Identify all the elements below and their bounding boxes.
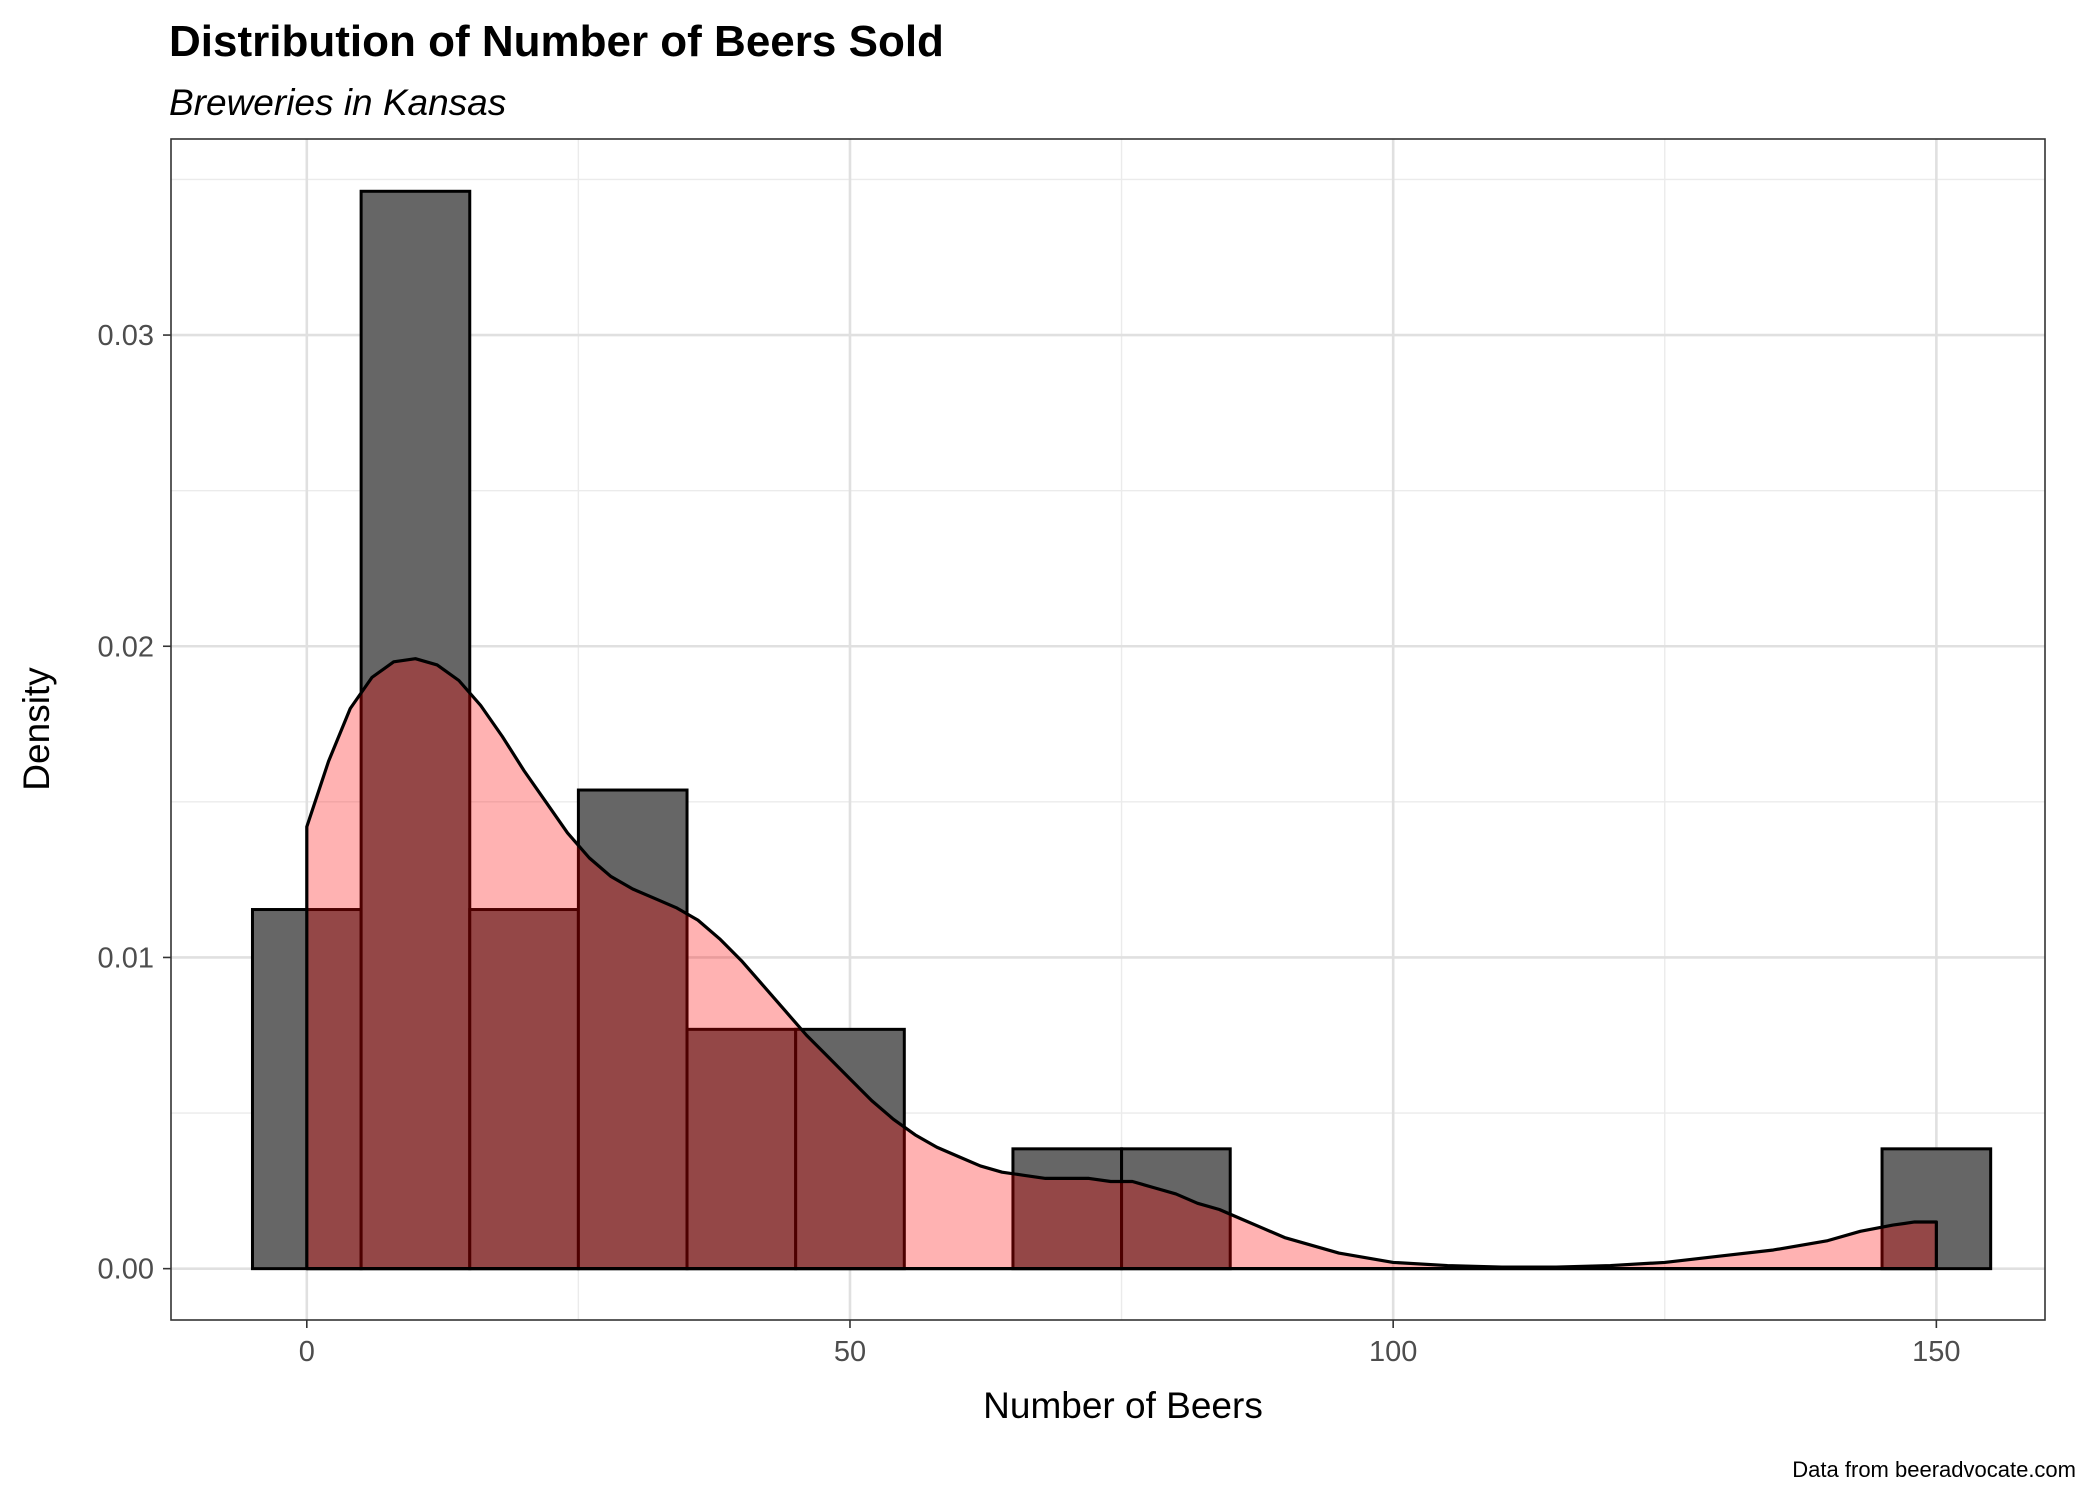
- histogram-bar: [468, 908, 580, 1271]
- x-tick-label: 0: [299, 1336, 315, 1368]
- y-tick-label: 0.02: [98, 631, 154, 663]
- y-tick-label: 0.01: [98, 942, 154, 974]
- y-tick-label: 0.00: [98, 1254, 154, 1286]
- histogram-bar: [794, 1027, 906, 1271]
- x-tick-label: 50: [834, 1336, 866, 1368]
- y-tick-label: 0.03: [98, 320, 154, 352]
- plot-border: [170, 138, 2046, 1321]
- chart-subtitle: Breweries in Kansas: [169, 82, 506, 123]
- chart-title: Distribution of Number of Beers Sold: [169, 17, 944, 66]
- x-tick-label: 150: [1912, 1336, 1960, 1368]
- density-curve: [305, 657, 1938, 1271]
- density-area: [306, 658, 1937, 1269]
- histogram-bar: [576, 788, 689, 1271]
- histogram-bars: [250, 189, 1993, 1271]
- y-axis-title: Density: [16, 667, 57, 791]
- axis-ticks: 0 50 100 150 0.00 0.01 0.02 0.03: [98, 320, 1961, 1368]
- x-axis-title: Number of Beers: [983, 1385, 1263, 1426]
- caption: Data from beeradvocate.com: [1792, 1457, 2076, 1482]
- x-tick-label: 100: [1369, 1336, 1417, 1368]
- density-layer: [305, 657, 1938, 1271]
- histogram-bar: [359, 189, 472, 1271]
